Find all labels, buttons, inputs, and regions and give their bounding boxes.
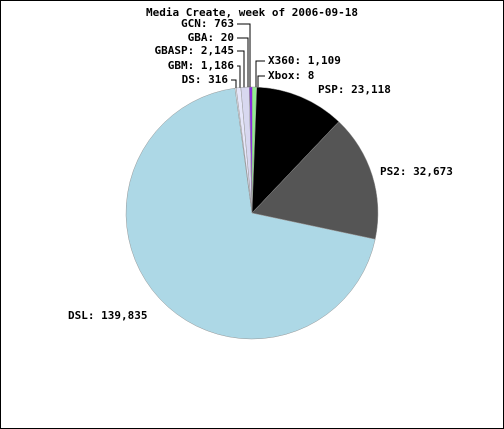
slice-label: GBM: 1,186 [168, 59, 235, 72]
slice-label: X360: 1,109 [268, 54, 341, 67]
leader-line [237, 65, 241, 88]
slice-label: GBA: 20 [188, 31, 234, 44]
slice-label: DSL: 139,835 [68, 309, 147, 322]
slice-label: PS2: 32,673 [380, 165, 453, 178]
slice-label: Xbox: 8 [268, 69, 314, 82]
pie-slice [251, 121, 379, 240]
leader-line [237, 37, 249, 88]
leader-line [257, 75, 265, 88]
slice-label: GBASP: 2,145 [155, 44, 234, 57]
leader-line [237, 50, 245, 88]
leader-line [231, 79, 237, 89]
slice-label: PSP: 23,118 [318, 83, 391, 96]
slice-label: GCN: 763 [181, 17, 234, 30]
leader-line [237, 23, 251, 88]
slice-label: DS: 316 [182, 73, 229, 86]
chart-title: Media Create, week of 2006-09-18 [146, 6, 358, 19]
pie-slice [125, 87, 376, 340]
pie-slice [251, 86, 340, 214]
leader-line [255, 60, 265, 88]
